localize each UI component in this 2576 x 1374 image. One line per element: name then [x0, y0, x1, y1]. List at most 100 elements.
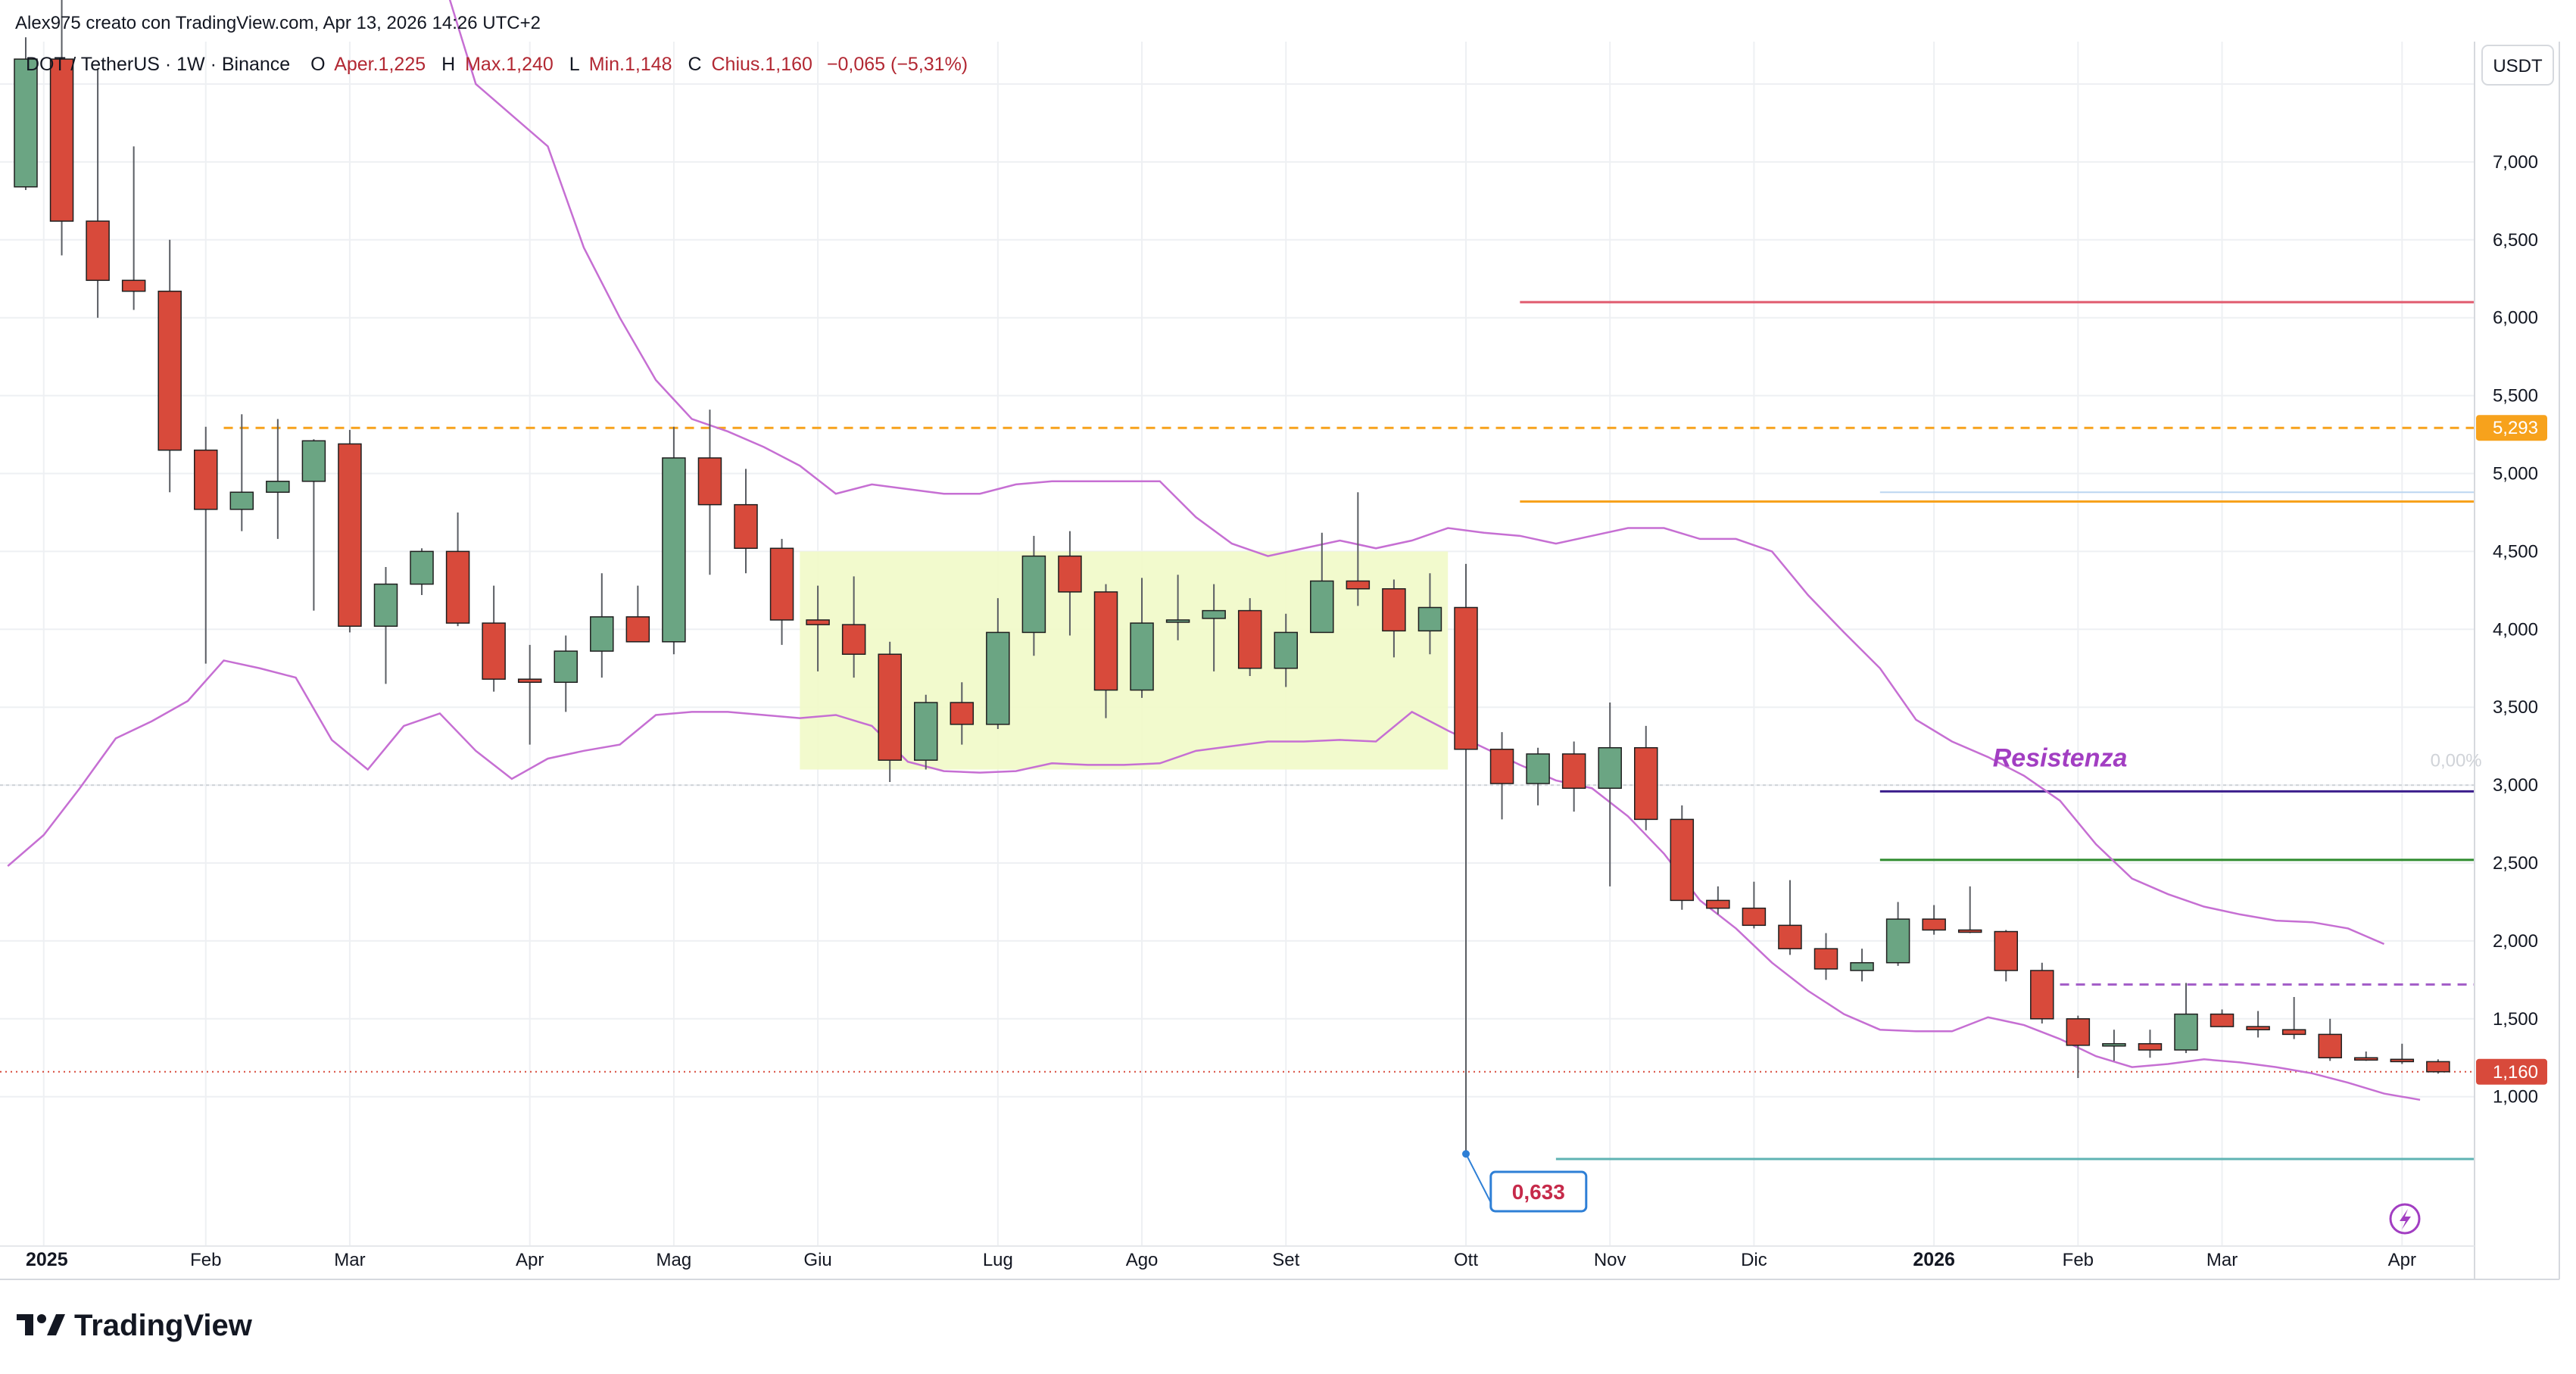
low-callout-label: 0,633	[1512, 1180, 1565, 1204]
candle[interactable]	[194, 426, 218, 664]
candle[interactable]	[1130, 578, 1154, 698]
candle[interactable]	[2102, 1030, 2126, 1061]
candle[interactable]	[2426, 1059, 2450, 1074]
candle[interactable]	[266, 419, 290, 539]
y-tick-label: 5,000	[2493, 464, 2538, 484]
x-tick-label: 2025	[26, 1249, 68, 1270]
candle[interactable]	[2174, 983, 2198, 1054]
candle[interactable]	[1561, 741, 1586, 812]
candle[interactable]	[1742, 881, 1767, 929]
candle[interactable]	[1093, 584, 1118, 718]
candle[interactable]	[554, 635, 578, 712]
candle[interactable]	[2030, 962, 2054, 1023]
candle[interactable]	[517, 644, 542, 745]
candle-body-down	[1742, 907, 1767, 927]
candle[interactable]	[1454, 563, 1478, 1154]
candle[interactable]	[914, 694, 938, 770]
candle[interactable]	[1202, 584, 1226, 671]
candle[interactable]	[1706, 886, 1730, 914]
candle-body-down	[950, 702, 975, 725]
candle-body-down	[1994, 930, 2018, 971]
x-tick-label: Ago	[1126, 1250, 1159, 1270]
candle[interactable]	[373, 566, 398, 684]
candle[interactable]	[2318, 1018, 2342, 1061]
lightning-icon[interactable]	[2389, 1203, 2421, 1235]
candle[interactable]	[1310, 532, 1334, 634]
change-value: −0,065 (−5,31%)	[827, 54, 968, 75]
candle[interactable]	[1021, 535, 1046, 656]
candle[interactable]	[590, 573, 614, 678]
x-tick-label: Apr	[516, 1250, 544, 1270]
y-tick-label: 4,500	[2493, 541, 2538, 562]
candle-body-down	[1813, 948, 1838, 970]
candle[interactable]	[1346, 492, 1371, 606]
candle[interactable]	[1526, 747, 1550, 805]
candle[interactable]	[1850, 949, 1874, 982]
low-value: Min.1,148	[589, 54, 672, 75]
candle[interactable]	[1489, 732, 1514, 820]
candle[interactable]	[1237, 598, 1262, 677]
candle[interactable]	[2138, 1030, 2163, 1058]
candle[interactable]	[1957, 886, 1982, 933]
x-tick-label: Giu	[803, 1250, 831, 1270]
candle[interactable]	[1634, 725, 1658, 830]
candle[interactable]	[734, 469, 758, 574]
y-tick-label: 2,000	[2493, 931, 2538, 952]
candle[interactable]	[2281, 996, 2306, 1039]
candle[interactable]	[1778, 880, 1802, 955]
candle-body-up	[229, 491, 254, 510]
candle[interactable]	[410, 548, 434, 596]
candle[interactable]	[445, 512, 470, 627]
x-tick-label: Mag	[656, 1250, 692, 1270]
candle[interactable]	[1165, 575, 1190, 640]
candle[interactable]	[49, 0, 74, 256]
x-tick-label: Lug	[983, 1250, 1013, 1270]
candle[interactable]	[1274, 613, 1298, 687]
candle[interactable]	[1382, 579, 1406, 658]
candle[interactable]	[86, 68, 110, 318]
low-callout-box	[1489, 1170, 1588, 1213]
candle[interactable]	[1058, 531, 1082, 636]
candle[interactable]	[2210, 1009, 2235, 1027]
close-label: C	[688, 54, 701, 75]
candle-body-up	[1598, 746, 1622, 789]
currency-button[interactable]	[2481, 45, 2554, 86]
candle[interactable]	[806, 585, 830, 671]
header-ohlc: DOT / TetherUS · 1W · Binance O Aper.1,2…	[26, 54, 968, 75]
candle[interactable]	[1670, 805, 1695, 910]
candle[interactable]	[229, 414, 254, 531]
candle[interactable]	[1885, 902, 1910, 966]
resistance-label: Resistenza	[1993, 743, 2128, 772]
candle[interactable]	[2354, 1052, 2378, 1061]
candle-body-down	[482, 622, 506, 680]
candle[interactable]	[878, 641, 902, 782]
candle[interactable]	[1813, 933, 1838, 980]
candle[interactable]	[1417, 573, 1442, 655]
candle[interactable]	[697, 410, 722, 575]
candle[interactable]	[121, 146, 146, 310]
candle[interactable]	[950, 682, 975, 745]
candle[interactable]	[482, 585, 506, 692]
candle-body-down	[194, 449, 218, 510]
candle[interactable]	[625, 585, 650, 643]
candle[interactable]	[1994, 930, 2018, 982]
candle[interactable]	[662, 426, 686, 655]
candle[interactable]	[2246, 1011, 2270, 1038]
candle-body-down	[2210, 1013, 2235, 1027]
candle-body-up	[1310, 580, 1334, 634]
candle[interactable]	[1922, 905, 1946, 935]
x-tick-label: Ott	[1454, 1250, 1478, 1270]
candle[interactable]	[2066, 1015, 2091, 1079]
candle[interactable]	[301, 439, 326, 611]
candle-body-down	[1634, 746, 1658, 821]
candle[interactable]	[2390, 1043, 2415, 1064]
candle[interactable]	[986, 598, 1010, 730]
candle[interactable]	[157, 239, 182, 493]
candle[interactable]	[14, 37, 38, 190]
candle[interactable]	[338, 429, 362, 633]
candle-body-up	[1274, 631, 1298, 669]
candle[interactable]	[769, 538, 794, 645]
candle[interactable]	[1598, 703, 1622, 886]
candle[interactable]	[841, 576, 866, 678]
